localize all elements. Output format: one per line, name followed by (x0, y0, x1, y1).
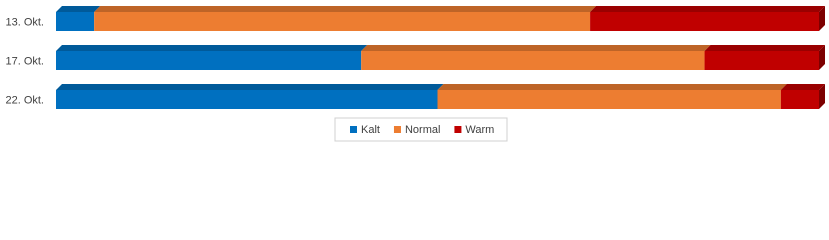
bar (94, 12, 591, 31)
bar-top (361, 45, 711, 51)
bar (56, 90, 438, 109)
bar-top (704, 45, 825, 51)
legend-box (334, 117, 508, 142)
bar-top (437, 84, 787, 90)
bar-top (94, 6, 597, 12)
y-tick-label: 17. Okt. (5, 55, 44, 67)
bar (56, 51, 362, 70)
y-tick-label: 22. Okt. (5, 94, 44, 106)
bar (56, 12, 95, 31)
bar (780, 90, 819, 109)
bar (704, 51, 819, 70)
bar (437, 90, 781, 109)
bar-top (56, 6, 101, 12)
bar-side (819, 6, 825, 31)
legend-swatch (393, 126, 401, 133)
legend-label: Warm (465, 124, 494, 136)
chart: 13. Okt. 17. Okt. 22. Okt. Kalt Normal Warm (5, 6, 825, 142)
y-tick-label: 13. Okt. (5, 16, 44, 28)
bar-top (56, 45, 368, 51)
bar (590, 12, 819, 31)
legend-swatch (350, 126, 357, 133)
bar-top (56, 84, 444, 90)
bar (361, 51, 705, 70)
bar-top (590, 6, 825, 12)
legend-swatch (454, 126, 462, 133)
bar-top (780, 84, 825, 90)
legend-label: Normal (405, 124, 440, 136)
bar-side (819, 45, 825, 70)
bar-side (819, 84, 825, 109)
legend-label: Kalt (361, 124, 380, 136)
